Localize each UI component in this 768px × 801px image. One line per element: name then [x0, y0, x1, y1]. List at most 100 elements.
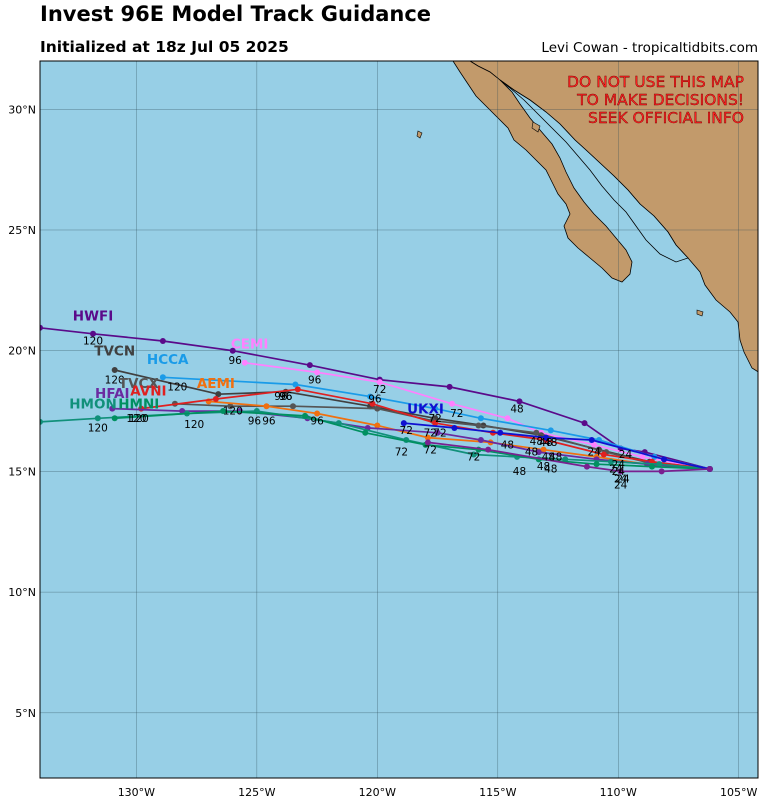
lon-tick-label: 105°W	[720, 786, 757, 799]
forecast-hour-label: 48	[530, 436, 543, 448]
track-point	[600, 451, 607, 458]
forecast-hour-label: 24	[619, 449, 633, 461]
track-point	[706, 465, 713, 472]
track-point	[424, 439, 431, 446]
track-point	[608, 458, 615, 465]
forecast-hour-label: 72	[428, 413, 441, 425]
model-name-label: TVCX	[119, 376, 160, 392]
forecast-hour-label: 96	[279, 391, 293, 403]
forecast-hour-label: 72	[400, 425, 413, 437]
track-point	[648, 463, 655, 470]
forecast-hour-label: 96	[248, 415, 262, 427]
forecast-hour-label: 24	[612, 459, 626, 471]
forecast-hour-label: 120	[105, 374, 125, 386]
track-point	[302, 412, 309, 419]
track-point	[306, 362, 313, 369]
track-point	[591, 441, 598, 448]
track-line	[114, 410, 710, 470]
track-point	[292, 381, 299, 388]
track-point	[504, 415, 511, 422]
forecast-hour-label: 24	[614, 473, 628, 485]
track-point	[617, 468, 624, 475]
track-point	[212, 395, 219, 402]
model-name-label: CEMI	[231, 336, 269, 352]
track-point	[40, 324, 43, 331]
track-point	[661, 456, 668, 463]
forecast-hour-label: 48	[501, 439, 514, 451]
track-point	[376, 379, 383, 386]
track-point	[656, 461, 663, 468]
track-point	[446, 383, 453, 390]
model-name-label: HWFI	[73, 309, 113, 325]
track-point	[229, 347, 236, 354]
warning-line-1: DO NOT USE THIS MAP	[567, 73, 744, 91]
track-point	[535, 449, 542, 456]
lon-tick-label: 125°W	[238, 786, 275, 799]
track-point	[581, 420, 588, 427]
track-line	[114, 369, 710, 470]
forecast-hour-label: 24	[587, 447, 601, 459]
forecast-hour-label: 72	[424, 427, 437, 439]
track-point	[159, 374, 166, 381]
forecast-hour-label: 48	[513, 466, 526, 478]
track-point	[639, 453, 646, 460]
track-point	[477, 437, 484, 444]
forecast-hour-label: 48	[549, 452, 562, 464]
lat-tick-label: 10°N	[8, 586, 36, 599]
forecast-hour-label: 48	[537, 461, 550, 473]
forecast-hour-label: 96	[368, 394, 382, 406]
island-shape	[531, 121, 541, 133]
model-name-label: TVCN	[94, 344, 135, 360]
lon-tick-label: 110°W	[600, 786, 637, 799]
warning-line-3: SEEK OFFICIAL INFO	[588, 109, 744, 127]
warning-line-2: TO MAKE DECISIONS!	[576, 91, 744, 109]
track-point	[475, 422, 482, 429]
lat-tick-label: 20°N	[8, 345, 36, 358]
forecast-hour-label: 48	[544, 464, 557, 476]
track-point	[314, 410, 321, 417]
forecast-hour-label: 48	[510, 403, 523, 415]
warning-box: DO NOT USE THIS MAP TO MAKE DECISIONS! S…	[567, 73, 744, 127]
track-point	[434, 429, 441, 436]
forecast-hour-label: 96	[262, 415, 276, 427]
model-name-label: HMNI	[118, 397, 159, 413]
forecast-hour-label: 96	[274, 391, 288, 403]
forecast-hour-label: 72	[433, 427, 446, 439]
model-name-label: HCCA	[147, 352, 189, 368]
track-point	[94, 415, 101, 422]
track-point	[215, 391, 222, 398]
track-point	[90, 330, 97, 337]
forecast-hour-label: 120	[88, 423, 108, 435]
forecast-hour-label: 120	[129, 413, 149, 425]
track-point	[542, 434, 549, 441]
track-point	[111, 415, 118, 422]
track-point	[369, 400, 376, 407]
forecast-hour-label: 120	[83, 336, 103, 348]
island-shape	[416, 130, 423, 139]
forecast-hour-label: 72	[424, 444, 437, 456]
track-point	[400, 420, 407, 427]
forecast-hour-label: 48	[525, 447, 538, 459]
track-point	[516, 398, 523, 405]
axis-tick-labels: 130°W 125°W 120°W 115°W 110°W 105°W 5°N 10°N 15°…	[8, 103, 757, 799]
forecast-hour-label: 96	[308, 374, 322, 386]
forecast-hour-label: 120	[184, 419, 204, 431]
track-point	[263, 403, 270, 410]
track-point	[432, 420, 439, 427]
forecast-hour-label: 24	[609, 464, 623, 476]
model-name-label: AVNI	[130, 383, 166, 399]
track-point	[593, 461, 600, 468]
track-point	[583, 463, 590, 470]
lon-tick-label: 130°W	[118, 786, 155, 799]
track-point	[111, 367, 118, 374]
track-point	[449, 400, 456, 407]
model-name-label: AEMI	[197, 376, 235, 392]
credit-text: Levi Cowan - tropicaltidbits.com	[541, 40, 758, 56]
track-point	[314, 369, 321, 376]
map-frame	[39, 60, 759, 779]
track-point	[485, 446, 492, 453]
track-point	[540, 446, 547, 453]
